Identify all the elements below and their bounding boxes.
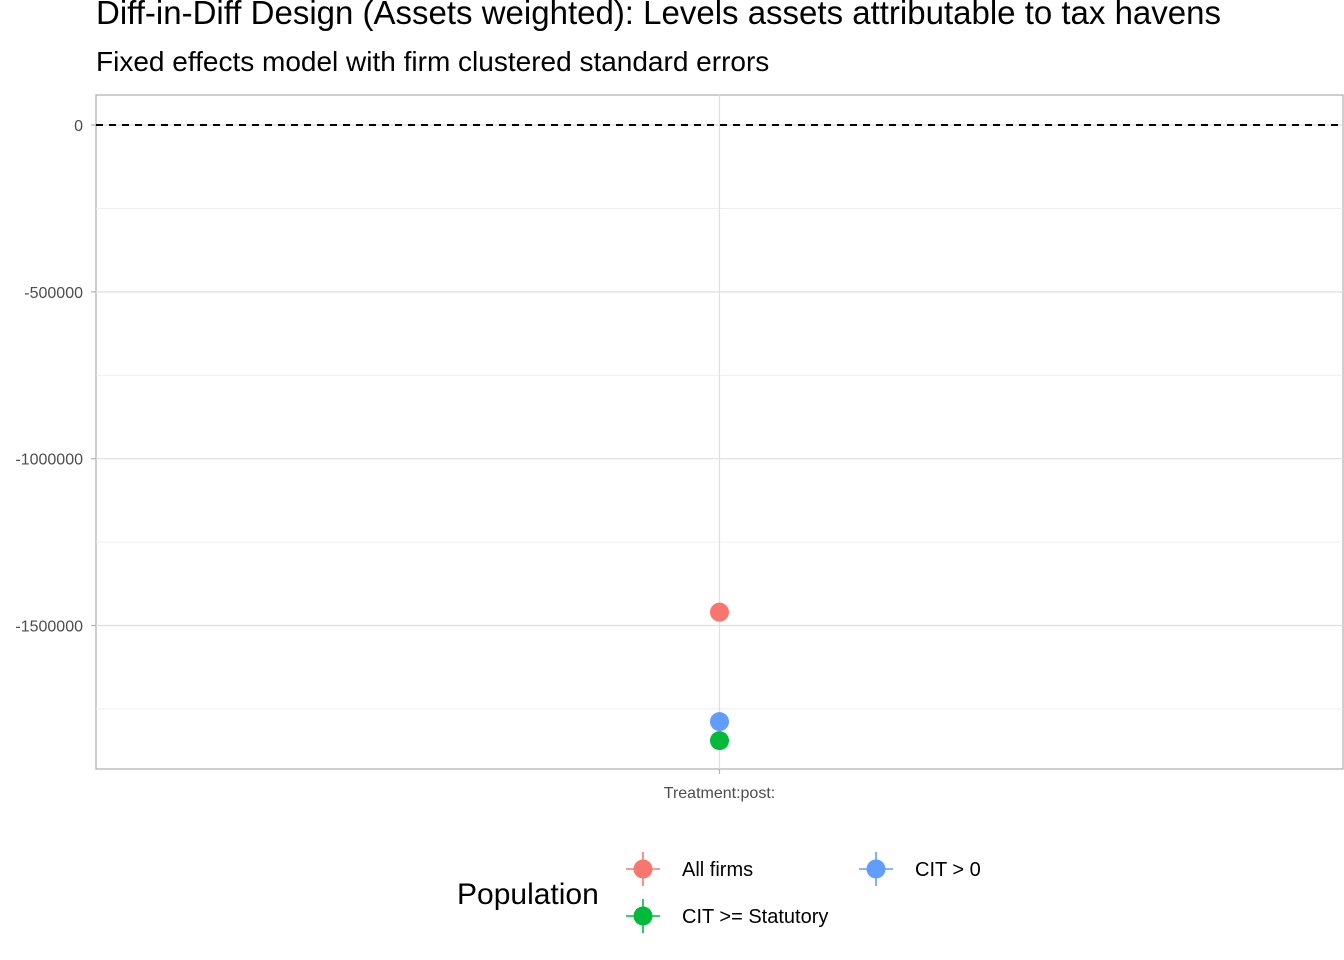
data-point	[710, 712, 729, 732]
y-tick-label: -1000000	[15, 452, 83, 469]
chart-title: Diff-in-Diff Design (Assets weighted): L…	[96, 0, 1221, 31]
grid-lines	[96, 95, 1343, 769]
data-point	[710, 602, 729, 622]
y-tick-label: -500000	[24, 285, 83, 302]
data-points	[710, 602, 729, 751]
legend-label: CIT > 0	[915, 859, 981, 881]
y-tick-label: -1500000	[15, 619, 83, 636]
legend-key-point	[633, 859, 653, 879]
legend-key-point	[866, 859, 886, 879]
legend-key-point	[633, 906, 653, 926]
x-tick-label: Treatment:post:	[664, 785, 775, 802]
legend-label: CIT >= Statutory	[682, 906, 828, 928]
chart-subtitle: Fixed effects model with firm clustered …	[96, 46, 770, 77]
data-point	[710, 731, 729, 751]
y-tick-label: 0	[74, 118, 83, 135]
legend-label: All firms	[682, 859, 753, 881]
axis-labels: 0 -500000 -1000000 -1500000 Treatment:post:	[15, 118, 775, 802]
legend: Population All firms CIT >= Statutory CIT >…	[457, 852, 981, 933]
legend-title: Population	[457, 878, 599, 911]
